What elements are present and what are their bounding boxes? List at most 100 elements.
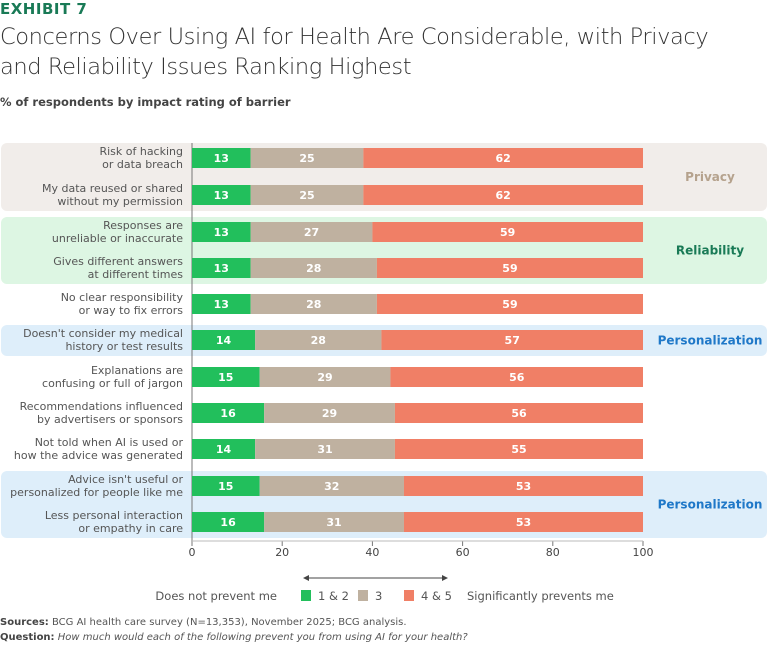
bar-segment [363, 185, 643, 205]
legend-right-label: Significantly prevents me [467, 589, 614, 603]
legend-label: 1 & 2 [318, 589, 349, 603]
data-label: 57 [505, 334, 520, 347]
data-label: 13 [214, 226, 229, 239]
group-label-reliability: Reliability [676, 244, 744, 258]
bar-segment [192, 439, 256, 459]
category-label: Not told when AI is used or [35, 436, 184, 449]
data-label: 29 [322, 407, 337, 420]
chart-subtitle: % of respondents by impact rating of bar… [0, 95, 291, 109]
x-tick-label: 80 [546, 546, 560, 559]
category-label: Doesn't consider my medical [23, 327, 183, 340]
data-label: 14 [216, 334, 232, 347]
legend-swatch [358, 590, 368, 601]
x-tick-label: 40 [365, 546, 379, 559]
category-label: or way to fix errors [79, 304, 184, 317]
data-label: 15 [218, 371, 233, 384]
legend-left-label: Does not prevent me [155, 589, 277, 603]
x-tick-label: 0 [189, 546, 196, 559]
category-label: how the advice was generated [14, 449, 183, 462]
category-label: by advertisers or sponsors [37, 413, 183, 426]
data-label: 32 [324, 480, 339, 493]
bar-segment [394, 403, 643, 423]
data-label: 55 [511, 443, 526, 456]
bar-segment [192, 222, 251, 242]
data-label: 59 [500, 226, 515, 239]
bar-segment [363, 148, 643, 168]
category-label: Recommendations influenced [20, 400, 183, 413]
category-label: Explanations are [91, 364, 183, 377]
bar-segment [259, 367, 391, 387]
bar-segment [259, 476, 404, 496]
bar-segment [192, 512, 265, 532]
group-label-personalization: Personalization [658, 498, 763, 512]
bar-segment [192, 148, 251, 168]
question-text: How much would each of the following pre… [57, 632, 468, 643]
bar-segment [381, 330, 643, 350]
legend-label: 4 & 5 [421, 589, 452, 603]
bar-segment [376, 294, 643, 314]
bar-segment [250, 148, 364, 168]
category-label: Risk of hacking [99, 145, 183, 158]
bar-segment [255, 439, 395, 459]
data-label: 28 [306, 298, 321, 311]
data-label: 29 [317, 371, 332, 384]
x-tick-label: 20 [275, 546, 289, 559]
data-label: 14 [216, 443, 232, 456]
question: Question: How much would each of the fol… [0, 632, 468, 643]
bar-segment [264, 512, 404, 532]
data-label: 59 [502, 262, 517, 275]
category-label: Advice isn't useful or [68, 473, 183, 486]
bar-segment [376, 258, 643, 278]
data-label: 16 [220, 407, 236, 420]
data-label: 25 [299, 152, 314, 165]
bar-segment [403, 512, 643, 532]
data-label: 53 [516, 516, 531, 529]
bar-segment [192, 294, 251, 314]
bar-segment [250, 185, 364, 205]
data-label: 25 [299, 189, 314, 202]
question-label: Question: [0, 632, 55, 643]
bar-segment [192, 185, 251, 205]
data-label: 59 [502, 298, 517, 311]
group-label-privacy: Privacy [685, 170, 735, 184]
data-label: 13 [214, 152, 229, 165]
data-label: 13 [214, 298, 229, 311]
data-label: 56 [509, 371, 525, 384]
category-label: Less personal interaction [45, 509, 183, 522]
bar-segment [192, 403, 265, 423]
data-label: 56 [511, 407, 527, 420]
category-label: Responses are [103, 219, 183, 232]
data-label: 13 [214, 262, 229, 275]
bar-segment [250, 258, 377, 278]
data-label: 62 [496, 152, 511, 165]
legend-label: 3 [375, 589, 382, 603]
title-line-2: and Reliability Issues Ranking Highest [0, 54, 412, 80]
legend-swatch [301, 590, 311, 601]
bar-segment [394, 439, 643, 459]
x-tick-label: 100 [633, 546, 654, 559]
category-label: or data breach [102, 158, 183, 171]
sources-label: Sources: [0, 617, 49, 628]
x-tick-label: 60 [456, 546, 470, 559]
category-label: Gives different answers [53, 255, 183, 268]
exhibit-number: EXHIBIT 7 [0, 0, 88, 18]
bar-segment [390, 367, 643, 387]
data-label: 31 [326, 516, 341, 529]
data-label: 28 [311, 334, 326, 347]
bar-segment [250, 222, 373, 242]
sources-text: BCG AI health care survey (N=13,353), No… [51, 617, 407, 628]
bar-segment [192, 330, 256, 350]
data-label: 28 [306, 262, 321, 275]
category-label: personalized for people like me [10, 486, 183, 499]
bar-segment [250, 294, 377, 314]
category-label: at different times [88, 268, 184, 281]
bar-segment [255, 330, 382, 350]
sources: Sources: BCG AI health care survey (N=13… [0, 617, 407, 628]
bar-segment [372, 222, 643, 242]
category-label: No clear responsibility [61, 291, 184, 304]
legend-swatch [404, 590, 414, 601]
category-label: without my permission [57, 195, 183, 208]
bar-segment [192, 367, 260, 387]
data-label: 15 [218, 480, 233, 493]
